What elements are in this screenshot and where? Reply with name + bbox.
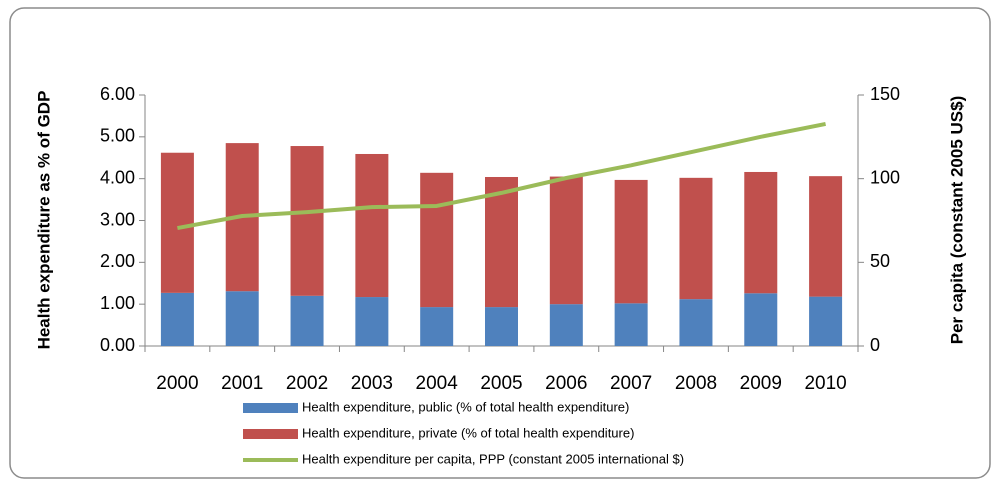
x-tick-label: 2002: [286, 373, 328, 394]
x-tick-label: 2007: [610, 373, 652, 394]
bar: [485, 176, 518, 308]
x-tick-label: 2001: [221, 373, 263, 394]
bar: [355, 297, 389, 346]
bar: [420, 172, 454, 308]
legend-swatch: [243, 403, 298, 413]
legend-label: Health expenditure per capita, PPP (cons…: [302, 451, 684, 466]
y-tick-label: 3.00: [100, 209, 135, 229]
y-tick-label: 1.00: [100, 293, 135, 313]
legend-label: Health expenditure, public (% of total h…: [302, 399, 629, 414]
bar: [485, 307, 518, 346]
bar: [549, 304, 583, 346]
legend-swatch: [243, 429, 298, 439]
x-tick-label: 2006: [545, 373, 587, 394]
x-tick-label: 2010: [804, 373, 846, 394]
bar: [809, 296, 843, 346]
bar: [160, 292, 194, 346]
bar: [809, 176, 843, 297]
y-axis-title: Health expenditure as % of GDP: [34, 91, 53, 350]
y-tick-label: 6.00: [100, 84, 135, 104]
x-tick-label: 2008: [675, 373, 717, 394]
y-tick-label: 5.00: [100, 126, 135, 146]
bar: [290, 146, 324, 296]
bar: [614, 303, 648, 346]
bar: [744, 293, 778, 346]
x-tick-label: 2000: [156, 373, 198, 394]
bar: [225, 291, 259, 346]
bar: [290, 295, 324, 346]
y2-axis-title: Per capita (constant 2005 US$): [947, 96, 966, 344]
y-tick-label: 4.00: [100, 167, 135, 187]
y2-tick-label: 50: [870, 251, 890, 271]
y-tick-label: 2.00: [100, 251, 135, 271]
bar: [744, 171, 778, 294]
bar: [679, 299, 713, 346]
x-tick-label: 2005: [480, 373, 522, 394]
bar: [614, 179, 648, 304]
x-tick-label: 2009: [740, 373, 782, 394]
y2-tick-label: 0: [870, 335, 880, 355]
x-tick-label: 2004: [416, 373, 459, 394]
x-tick-label: 2003: [351, 373, 393, 394]
bar: [679, 177, 713, 300]
bar: [420, 307, 454, 346]
bar: [549, 176, 583, 305]
y-tick-label: 0.00: [100, 335, 135, 355]
line-series: [177, 121, 826, 230]
legend-label: Health expenditure, private (% of total …: [302, 425, 634, 440]
y2-tick-label: 100: [870, 167, 900, 187]
y2-tick-label: 150: [870, 84, 900, 104]
bar: [355, 153, 389, 298]
bar: [160, 152, 194, 293]
